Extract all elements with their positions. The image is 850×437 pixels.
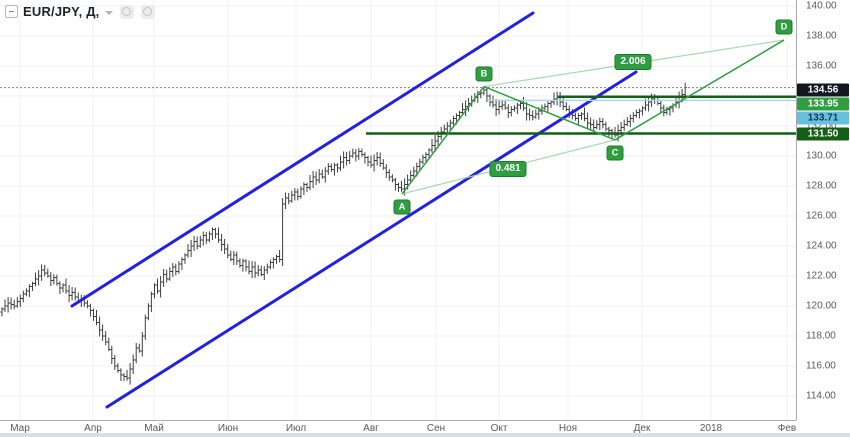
chevron-down-icon[interactable] (104, 10, 113, 15)
pattern-ratio-label-2.006[interactable]: 2.006 (614, 54, 652, 70)
time-tick-label: Мар (10, 423, 30, 434)
pattern-ratio-label-0.481[interactable]: 0.481 (489, 161, 527, 177)
price-label-134.56: 134.56 (797, 83, 849, 97)
time-tick-label: Дек (633, 423, 651, 434)
price-tick-label: 136.00 (806, 60, 837, 72)
time-tick-label: Июл (285, 423, 307, 434)
indicator-ghost-icon[interactable] (140, 4, 155, 19)
price-tick-label: 138.00 (806, 30, 837, 42)
time-tick-label: Июн (217, 423, 239, 434)
time-tick-label: Сен (426, 423, 446, 434)
indicator-ghost-icon[interactable] (119, 4, 134, 19)
time-tick-label: Фев (777, 423, 797, 434)
price-tick-label: 126.00 (806, 210, 837, 222)
price-tick-label: 124.00 (806, 240, 837, 252)
time-tick-label: 2018 (699, 423, 723, 434)
pattern-point-label-C[interactable]: C (606, 145, 624, 161)
symbol-title[interactable]: EUR/JPY, Д, (23, 4, 100, 19)
pattern-line-BC[interactable] (483, 85, 616, 141)
bottom-strip (0, 433, 850, 437)
ohlc-bars (0, 82, 687, 385)
time-tick-label: Ноя (558, 423, 578, 434)
time-tick-label: Апр (84, 423, 102, 434)
price-tick-label: 116.00 (806, 360, 836, 372)
price-label-131.50: 131.50 (797, 127, 849, 141)
upper-channel-line[interactable] (70, 11, 535, 308)
collapse-icon[interactable] (5, 5, 18, 18)
price-tick-label: 130.00 (806, 150, 837, 162)
price-label-133.95: 133.95 (797, 97, 849, 111)
price-tick-label: 122.00 (806, 270, 837, 282)
price-tick-label: 132.00 (806, 120, 837, 132)
chart-header: EUR/JPY, Д, (5, 4, 155, 19)
time-axis[interactable]: Мар Апр Май Июн Июл Авг Сен Окт Ноя Дек 2018 Фев (0, 421, 850, 434)
price-tick-label: 114.00 (806, 390, 836, 402)
gridlines (0, 0, 796, 420)
pattern-line-AB[interactable] (401, 86, 485, 195)
pattern-point-label-D[interactable]: D (775, 19, 793, 35)
time-tick-label: Окт (490, 423, 508, 434)
price-label-133.71: 133.71 (797, 111, 849, 125)
price-tick-label: 120.00 (806, 300, 837, 312)
price-tick-label: 128.00 (806, 180, 837, 192)
price-tick-label: 140.00 (806, 0, 837, 12)
time-tick-label: Авг (363, 423, 379, 434)
price-axis[interactable]: 140.00 138.00 136.00 132.00 130.00 128.00 126.… (797, 0, 850, 421)
pattern-point-label-A[interactable]: A (393, 199, 411, 215)
pattern-line-CD[interactable] (614, 39, 785, 141)
time-tick-label: Май (144, 423, 164, 434)
lower-channel-line[interactable] (105, 70, 638, 409)
pattern-point-label-B[interactable]: B (475, 66, 493, 82)
price-tick-label: 118.00 (806, 330, 836, 342)
